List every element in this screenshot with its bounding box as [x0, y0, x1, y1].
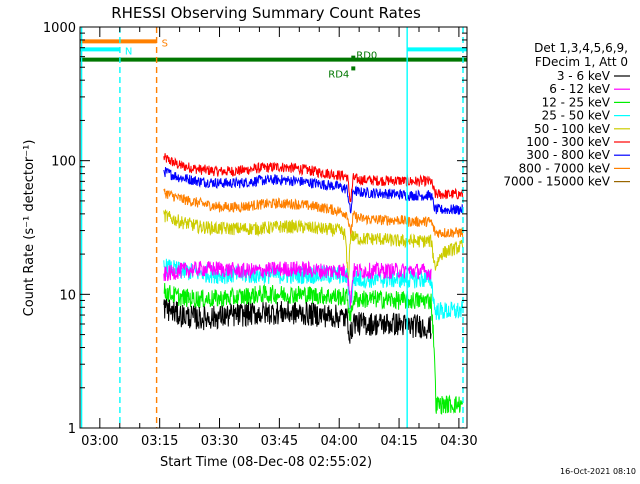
- x-tick-label-6: 04:30: [440, 434, 477, 449]
- legend-label-2: 12 - 25 keV: [542, 95, 611, 109]
- series-line-7: [163, 298, 432, 344]
- legend-label-5: 100 - 300 keV: [526, 135, 610, 149]
- y-tick-label-0: 1: [68, 422, 76, 437]
- legend-header-line-2: FDecim 1, Att 0: [535, 55, 628, 69]
- plot-frame: [79, 26, 468, 429]
- y-tick-label-2: 100: [51, 155, 76, 170]
- x-axis-ticks: 03:00 03:15 03:30 03:45 04:00 04:15 04:30: [81, 27, 478, 449]
- footer-timestamp: 16-Oct-2021 08:10: [560, 467, 636, 476]
- x-tick-label-1: 03:15: [141, 434, 178, 449]
- legend-label-6: 300 - 800 keV: [526, 148, 610, 162]
- flag-label-4: RD4: [328, 69, 349, 80]
- y-tick-label-1: 10: [59, 288, 76, 303]
- series-line-1: [163, 167, 464, 216]
- x-tick-label-0: 03:00: [81, 434, 118, 449]
- legend-label-0: 3 - 6 keV: [557, 69, 611, 83]
- series-line-6: [163, 282, 464, 415]
- x-tick-label-3: 03:45: [261, 434, 298, 449]
- legend: Det 1,3,4,5,6,9, FDecim 1, Att 0 3 - 6 k…: [503, 41, 630, 189]
- flag-layer: S N RD0 RD4: [80, 38, 467, 80]
- y-axis-label: Count Rate (s⁻¹ detector⁻¹): [22, 140, 37, 317]
- series-line-3: [163, 209, 464, 281]
- series-line-2: [163, 188, 464, 239]
- x-tick-label-4: 04:00: [320, 434, 357, 449]
- vertical-marker-layer: [80, 27, 464, 428]
- y-axis-ticks: 1 10 100 1000: [43, 21, 467, 437]
- x-axis-label: Start Time (08-Dec-08 02:55:02): [160, 455, 372, 470]
- x-tick-label-5: 04:15: [380, 434, 417, 449]
- y-tick-label-3: 1000: [43, 21, 76, 36]
- series-line-5: [163, 260, 432, 309]
- legend-label-1: 6 - 12 keV: [549, 82, 611, 96]
- chart-title: RHESSI Observing Summary Count Rates: [111, 4, 421, 22]
- legend-header-line-1: Det 1,3,4,5,6,9,: [534, 41, 628, 55]
- series-line-0: [163, 153, 464, 203]
- legend-label-4: 50 - 100 keV: [534, 122, 611, 136]
- legend-label-8: 7000 - 15000 keV: [503, 175, 610, 189]
- flag-label-0: S: [162, 38, 168, 49]
- flag-label-3: RD0: [356, 51, 377, 62]
- legend-label-7: 800 - 7000 keV: [519, 161, 611, 175]
- x-tick-label-2: 03:30: [201, 434, 238, 449]
- legend-label-3: 25 - 50 keV: [542, 109, 611, 123]
- series-layer: [80, 153, 467, 429]
- flag-label-1: N: [125, 46, 132, 57]
